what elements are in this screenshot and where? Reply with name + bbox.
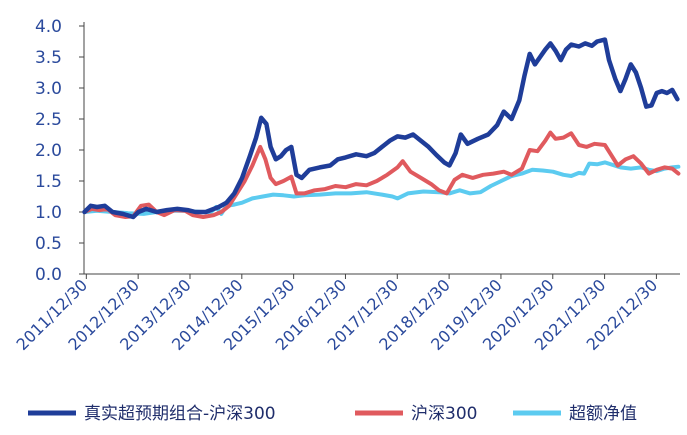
- y-axis-ticks: 0.0 0.5 1.0 1.5 2.0 2.5 3.0 3.5 4.0: [35, 17, 84, 285]
- y-tick-label: 3.5: [35, 48, 62, 68]
- legend-label-series-2: 沪深300: [411, 404, 477, 424]
- y-tick-label: 1.0: [35, 203, 62, 223]
- y-tick-label: 2.5: [35, 110, 62, 130]
- y-tick-label: 1.5: [35, 172, 62, 192]
- x-axis-ticks: 2011/12/302012/12/302013/12/302014/12/30…: [13, 274, 661, 354]
- legend-label-series-1: 真实超预期组合-沪深300: [84, 404, 276, 424]
- y-tick-label: 4.0: [35, 17, 62, 37]
- series-line-1: [82, 37, 680, 220]
- chart-axes: [83, 22, 680, 275]
- y-tick-label: 0.5: [35, 234, 62, 254]
- y-tick-label: 2.0: [35, 141, 62, 161]
- chart-series: [82, 37, 681, 220]
- y-tick-label: 0.0: [35, 265, 62, 285]
- chart-legend: 真实超预期组合-沪深300 沪深300 超额净值: [28, 404, 637, 424]
- series-line-3: [82, 160, 681, 216]
- y-tick-label: 3.0: [35, 79, 62, 99]
- legend-label-series-3: 超额净值: [569, 404, 637, 424]
